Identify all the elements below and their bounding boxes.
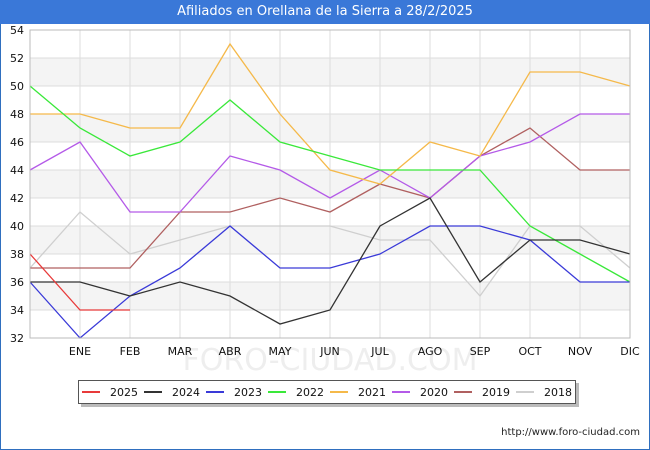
chart-title: Afiliados en Orellana de la Sierra a 28/…	[0, 0, 650, 24]
x-tick-label: ENE	[69, 345, 91, 358]
x-tick-label: SEP	[470, 345, 491, 358]
y-tick-label: 32	[10, 332, 24, 345]
x-tick-label: JUN	[319, 345, 340, 358]
series-line-2021	[30, 42, 631, 185]
legend-item-2025: 2025	[82, 386, 138, 399]
legend-item-2018: 2018	[516, 386, 572, 399]
y-tick-label: 44	[10, 164, 24, 177]
x-tick-labels: ENE FEB MAR ABR MAY JUN JUL AGO SEP OCT NOV DIC	[69, 345, 640, 358]
x-tick-label: FEB	[120, 345, 141, 358]
legend-label: 2025	[110, 385, 138, 399]
series-lines	[29, 42, 631, 339]
legend-swatch	[82, 391, 100, 393]
legend-item-2020: 2020	[392, 386, 448, 399]
legend-label: 2024	[172, 385, 200, 399]
legend-swatch	[330, 391, 348, 393]
plot-border	[29, 29, 631, 339]
legend-label: 2018	[544, 385, 572, 399]
watermark: FORO-CIUDAD.COM	[183, 343, 478, 378]
legend-swatch	[268, 391, 286, 393]
legend-item-2022: 2022	[268, 386, 324, 399]
x-tick-label: AGO	[418, 345, 443, 358]
watermark-text: FORO-CIUDAD.COM	[183, 343, 478, 378]
series-line-2024	[30, 197, 631, 325]
series-line-2025	[29, 253, 130, 311]
legend-label: 2020	[420, 385, 448, 399]
series-line-2022	[29, 85, 631, 283]
x-tick-label: ABR	[219, 345, 242, 358]
x-tick-label: DIC	[620, 345, 640, 358]
x-tick-label: NOV	[568, 345, 593, 358]
legend-item-2019: 2019	[454, 386, 510, 399]
x-tick-label: JUL	[370, 345, 389, 358]
y-tick-label: 50	[10, 80, 24, 93]
legend: 2025 2024 2023 2022 2021 2020 2019 2018	[78, 380, 576, 404]
y-tick-label: 36	[10, 276, 24, 289]
legend-label: 2022	[296, 385, 324, 399]
y-tick-label: 46	[10, 136, 24, 149]
series-line-2019	[30, 127, 630, 269]
y-tick-label: 40	[10, 220, 24, 233]
y-tick-label: 54	[10, 24, 24, 37]
legend-label: 2019	[482, 385, 510, 399]
legend-swatch	[516, 391, 534, 393]
y-tick-labels: 32 34 36 38 40 42 44 46 48 50 52 54	[10, 24, 24, 345]
legend-swatch	[392, 391, 410, 393]
x-tick-label: OCT	[518, 345, 541, 358]
legend-label: 2023	[234, 385, 262, 399]
source-url[interactable]: http://www.foro-ciudad.com	[501, 427, 640, 438]
legend-swatch	[144, 391, 162, 393]
y-tick-label: 48	[10, 108, 24, 121]
legend-item-2024: 2024	[144, 386, 200, 399]
series-line-2020	[29, 113, 630, 213]
legend-item-2021: 2021	[330, 386, 386, 399]
legend-swatch	[206, 391, 224, 393]
y-tick-label: 52	[10, 52, 24, 65]
axes	[29, 29, 631, 339]
y-tick-label: 42	[10, 192, 24, 205]
legend-swatch	[454, 391, 472, 393]
legend-item-2023: 2023	[206, 386, 262, 399]
legend-label: 2021	[358, 385, 386, 399]
y-tick-label: 38	[10, 248, 24, 261]
x-tick-label: MAY	[269, 345, 292, 358]
x-tick-label: MAR	[168, 345, 193, 358]
y-tick-label: 34	[10, 304, 24, 317]
